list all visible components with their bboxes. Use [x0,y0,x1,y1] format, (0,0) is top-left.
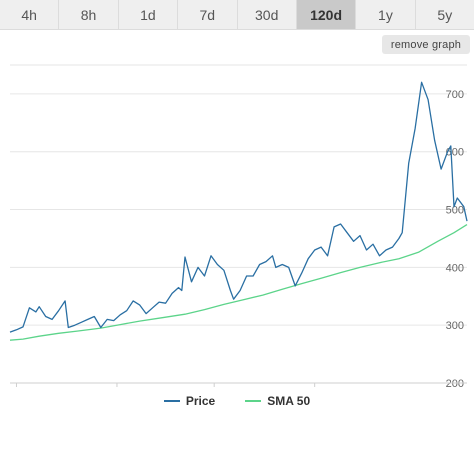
range-tab-1d[interactable]: 1d [119,0,179,29]
range-tab-1y[interactable]: 1y [356,0,416,29]
range-tab-8h[interactable]: 8h [59,0,119,29]
legend-item-price[interactable]: Price [163,394,216,408]
chart-legend: Price SMA 50 [0,393,474,409]
legend-label-sma: SMA 50 [267,394,311,408]
range-tab-5y[interactable]: 5y [437,6,453,23]
legend-swatch-sma [245,400,262,402]
legend-label-price: Price [185,394,216,408]
range-tab-30d[interactable]: 30d [238,0,297,29]
y-tick-label-500: 500 [446,205,464,217]
y-tick-label-700: 700 [446,89,464,101]
range-tab-7d[interactable]: 7d [178,0,238,29]
range-tab-120d[interactable]: 120d [296,0,357,29]
y-tick-label-300: 300 [446,320,464,332]
range-tab-4h[interactable]: 4h [0,0,60,29]
y-tick-label-200: 200 [446,378,464,390]
y-tick-label-600: 600 [446,147,464,159]
y-tick-label-400: 400 [446,262,464,274]
price-chart: 200300400500600700Oct '25Nov '25Dec '25J… [9,64,468,390]
legend-swatch-price [163,400,180,402]
range-selector: 4h 8h 1d 7d 30d 120d 1y 5y [0,0,474,30]
legend-item-sma[interactable]: SMA 50 [245,394,310,408]
sma-50-line [9,224,468,341]
price-line [9,81,468,333]
remove-graph-button[interactable]: remove graph [382,35,470,54]
